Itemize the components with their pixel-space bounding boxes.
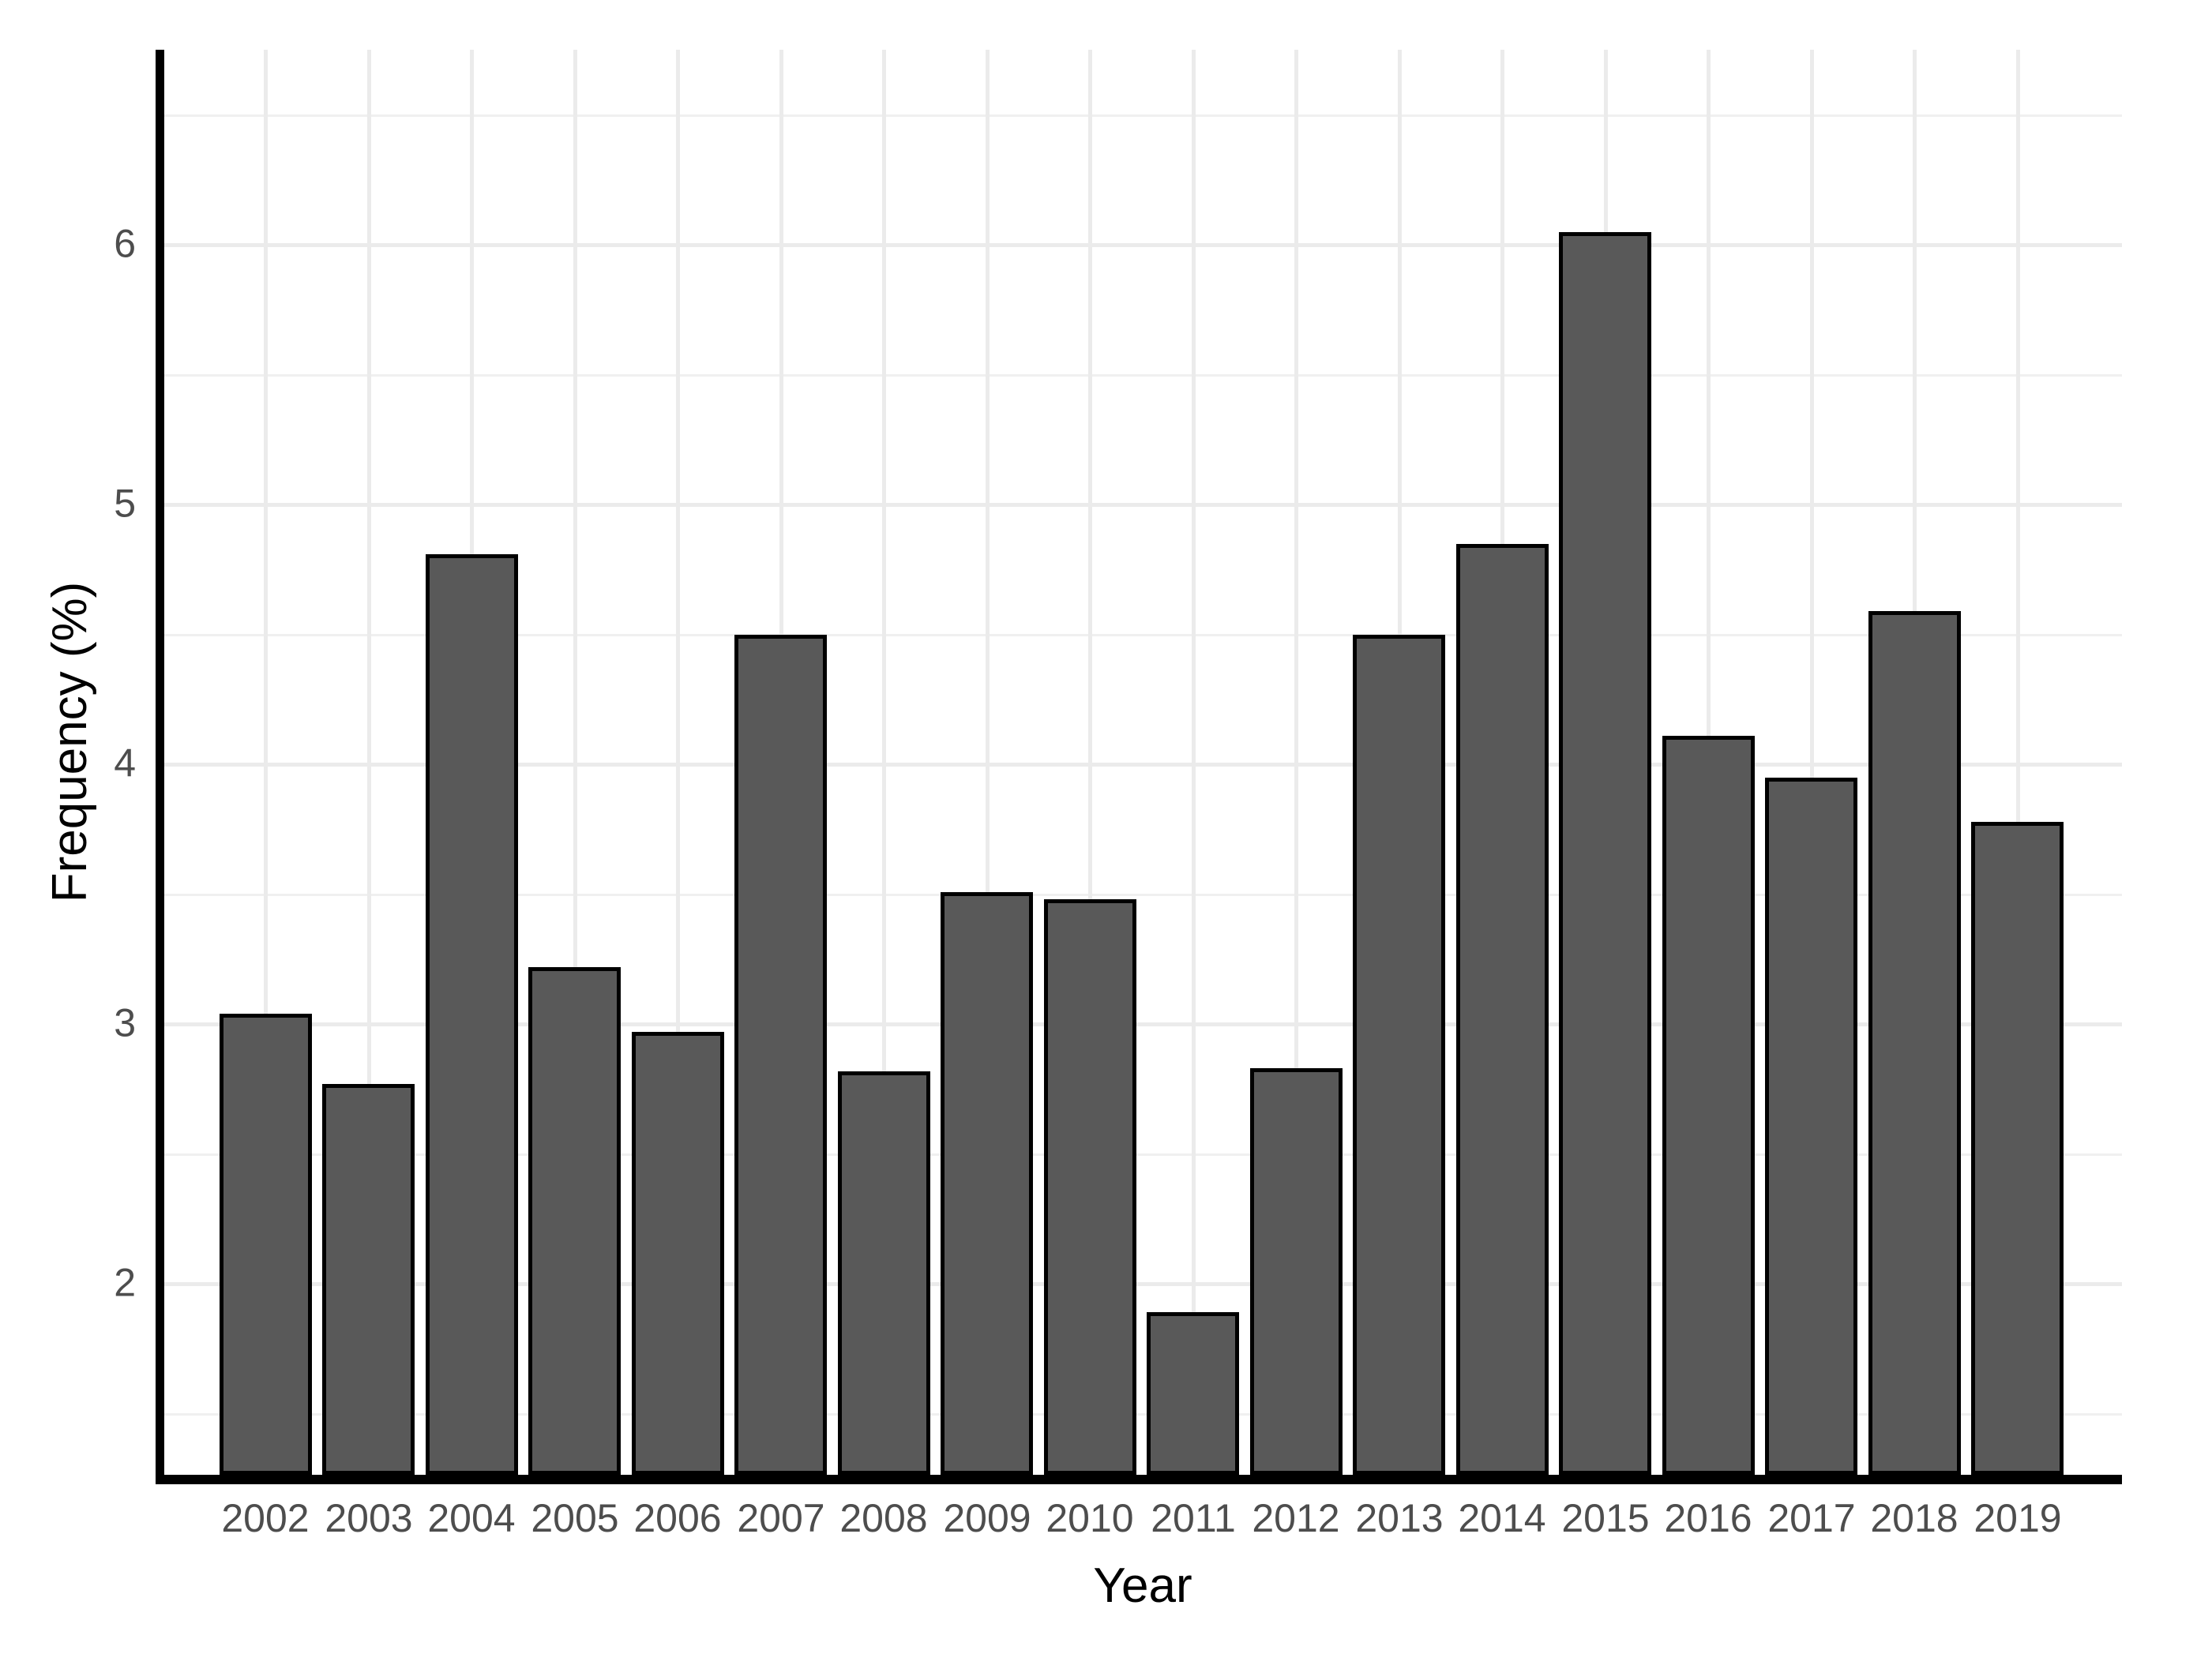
x-tick-label: 2003 [325, 1496, 413, 1540]
v-gridline [1294, 50, 1298, 1475]
bar-2014 [1456, 544, 1549, 1475]
bar-2005 [528, 967, 621, 1475]
x-tick-label: 2005 [531, 1496, 619, 1540]
bar-2003 [322, 1084, 415, 1475]
minor-h-gridline [164, 114, 2122, 117]
x-tick-label: 2009 [943, 1496, 1031, 1540]
v-gridline [882, 50, 886, 1475]
major-h-gridline [164, 243, 2122, 247]
bar-2009 [941, 892, 1033, 1475]
minor-h-gridline [164, 1413, 2122, 1416]
x-tick-label: 2010 [1046, 1496, 1134, 1540]
major-h-gridline [164, 763, 2122, 767]
y-tick-label: 6 [114, 221, 136, 266]
y-tick-label: 3 [114, 1000, 136, 1045]
bar-2010 [1044, 899, 1136, 1475]
bar-2011 [1147, 1312, 1239, 1475]
v-gridline [264, 50, 268, 1475]
minor-h-gridline [164, 374, 2122, 377]
plot-panel [164, 50, 2122, 1475]
x-tick-label: 2006 [633, 1496, 722, 1540]
bar-2012 [1250, 1068, 1343, 1475]
minor-h-gridline [164, 1153, 2122, 1156]
v-gridline [986, 50, 990, 1475]
v-gridline [2016, 50, 2020, 1475]
y-tick-label: 5 [114, 481, 136, 526]
v-gridline [1192, 50, 1196, 1475]
x-tick-label: 2012 [1252, 1496, 1340, 1540]
v-gridline [573, 50, 577, 1475]
x-tick-label: 2015 [1561, 1496, 1650, 1540]
x-tick-label: 2018 [1870, 1496, 1959, 1540]
major-h-gridline [164, 1282, 2122, 1286]
bar-2008 [838, 1071, 930, 1475]
x-tick-label: 2017 [1767, 1496, 1856, 1540]
bar-2015 [1559, 232, 1651, 1475]
x-tick-label: 2016 [1664, 1496, 1752, 1540]
minor-h-gridline [164, 894, 2122, 896]
x-tick-label: 2013 [1355, 1496, 1444, 1540]
x-axis-line [156, 1475, 2122, 1484]
bar-2016 [1662, 736, 1755, 1475]
bar-2002 [220, 1014, 312, 1475]
x-tick-label: 2014 [1458, 1496, 1546, 1540]
y-axis-title: Frequency (%) [43, 581, 97, 903]
bar-2019 [1971, 822, 2064, 1475]
major-h-gridline [164, 503, 2122, 507]
v-gridline [1088, 50, 1092, 1475]
x-tick-label: 2019 [1974, 1496, 2062, 1540]
v-gridline [367, 50, 371, 1475]
bar-2006 [632, 1032, 724, 1475]
x-tick-label: 2007 [737, 1496, 825, 1540]
bar-2004 [426, 554, 518, 1475]
bar-2013 [1353, 635, 1445, 1475]
y-axis-line [156, 50, 164, 1475]
bar-2007 [734, 635, 827, 1475]
bar-2018 [1868, 611, 1961, 1475]
v-gridline [676, 50, 680, 1475]
bar-2017 [1765, 778, 1857, 1475]
v-gridline [1810, 50, 1814, 1475]
x-tick-label: 2008 [839, 1496, 928, 1540]
minor-h-gridline [164, 634, 2122, 636]
y-tick-label: 2 [114, 1260, 136, 1305]
x-axis-title: Year [1093, 1558, 1192, 1613]
major-h-gridline [164, 1022, 2122, 1026]
x-tick-label: 2004 [427, 1496, 516, 1540]
x-tick-label: 2011 [1151, 1496, 1236, 1540]
y-tick-label: 4 [114, 741, 136, 786]
x-tick-label: 2002 [221, 1496, 310, 1540]
